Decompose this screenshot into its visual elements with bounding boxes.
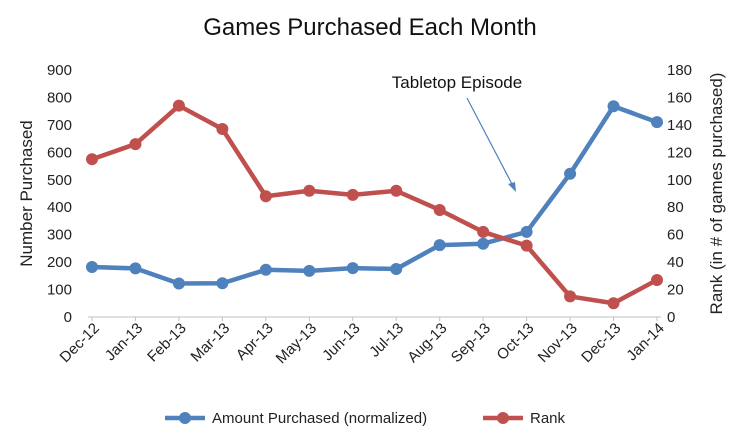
data-point (259, 190, 272, 203)
data-point (172, 277, 185, 290)
series-layer (86, 99, 663, 310)
left-axis-title: Number Purchased (17, 120, 36, 266)
left-y-tick-label: 500 (47, 172, 72, 189)
annotation-arrow (466, 97, 514, 187)
series-line (89, 103, 660, 286)
x-tick-label: Aug-13 (404, 320, 450, 366)
data-point (216, 123, 229, 136)
right-y-tick-label: 140 (667, 117, 692, 134)
x-tick-label: Feb-13 (144, 320, 190, 366)
annotation-arrowhead (508, 182, 516, 192)
legend-label: Rank (530, 410, 566, 427)
data-point (86, 261, 98, 274)
data-point (433, 239, 446, 252)
right-y-tick-label: 100 (667, 172, 692, 189)
legend-item: Amount Purchased (normalized) (165, 410, 427, 427)
series-rank (86, 99, 663, 310)
data-point (607, 100, 620, 113)
legend-label: Amount Purchased (normalized) (212, 410, 427, 427)
right-y-tick-label: 20 (667, 282, 684, 299)
legend-item: Rank (483, 410, 566, 427)
left-y-tick-label: 100 (47, 282, 72, 299)
x-tick-label: Mar-13 (188, 320, 234, 366)
x-tick-label: Dec-12 (57, 320, 103, 366)
data-point (346, 188, 359, 201)
data-point (477, 225, 490, 238)
right-y-tick-label: 60 (667, 227, 684, 244)
right-y-tick-label: 180 (667, 62, 692, 79)
x-tick-label: Jul-13 (366, 320, 407, 361)
data-point (390, 262, 403, 275)
right-y-tick-label: 80 (667, 199, 684, 216)
data-point (129, 138, 142, 151)
data-point (303, 184, 316, 197)
x-tick-label: Nov-13 (535, 320, 581, 366)
data-point (216, 277, 229, 290)
x-tick-label: Jan-14 (623, 320, 667, 364)
legend-swatch-marker (497, 412, 509, 424)
left-y-tick-label: 300 (47, 227, 72, 244)
right-y-tick-label: 40 (667, 254, 684, 271)
right-axis-title: Rank (in # of games purchased) (707, 73, 726, 315)
left-y-tick-label: 200 (47, 254, 72, 271)
left-y-tick-label: 600 (47, 144, 72, 161)
data-point (303, 264, 316, 277)
left-y-tick-label: 0 (64, 309, 72, 326)
x-tick-label: Sep-13 (448, 320, 494, 366)
data-point (259, 263, 272, 276)
x-tick-label: Dec-13 (578, 320, 624, 366)
left-y-tick-label: 800 (47, 89, 72, 106)
left-y-tick-label: 900 (47, 62, 72, 79)
data-point (651, 273, 663, 286)
data-point (346, 262, 359, 275)
data-point (651, 116, 663, 129)
x-tick-label: Oct-13 (494, 320, 538, 364)
data-point (433, 203, 446, 216)
data-point (129, 262, 142, 275)
left-y-tick-label: 400 (47, 199, 72, 216)
left-y-tick-label: 700 (47, 117, 72, 134)
chart-title: Games Purchased Each Month (203, 14, 537, 41)
data-point (607, 297, 620, 310)
data-point (520, 239, 533, 252)
data-point (172, 99, 185, 112)
data-point (520, 225, 533, 238)
x-tick-label: Jan-13 (102, 320, 146, 364)
right-y-tick-label: 120 (667, 144, 692, 161)
legend: Amount Purchased (normalized) Rank (165, 410, 566, 427)
x-tick-label: Jun-13 (319, 320, 363, 364)
axes-layer: 0 100 200 300 400 500 600 700 800 900 0 20 40 60 80 100… (47, 62, 692, 367)
right-y-tick-label: 0 (667, 309, 675, 326)
x-tick-label: May-13 (273, 320, 320, 367)
series-amount-purchased (86, 100, 663, 290)
data-point (86, 153, 98, 166)
data-point (390, 184, 403, 197)
series-line (89, 103, 660, 306)
data-point (477, 237, 490, 250)
annotation-text: Tabletop Episode (392, 73, 522, 92)
data-point (564, 167, 577, 180)
legend-swatch-marker (179, 412, 191, 424)
annotation-layer: Tabletop Episode (392, 73, 522, 192)
right-y-tick-label: 160 (667, 89, 692, 106)
x-tick-label: Apr-13 (233, 320, 277, 364)
data-point (564, 290, 577, 303)
